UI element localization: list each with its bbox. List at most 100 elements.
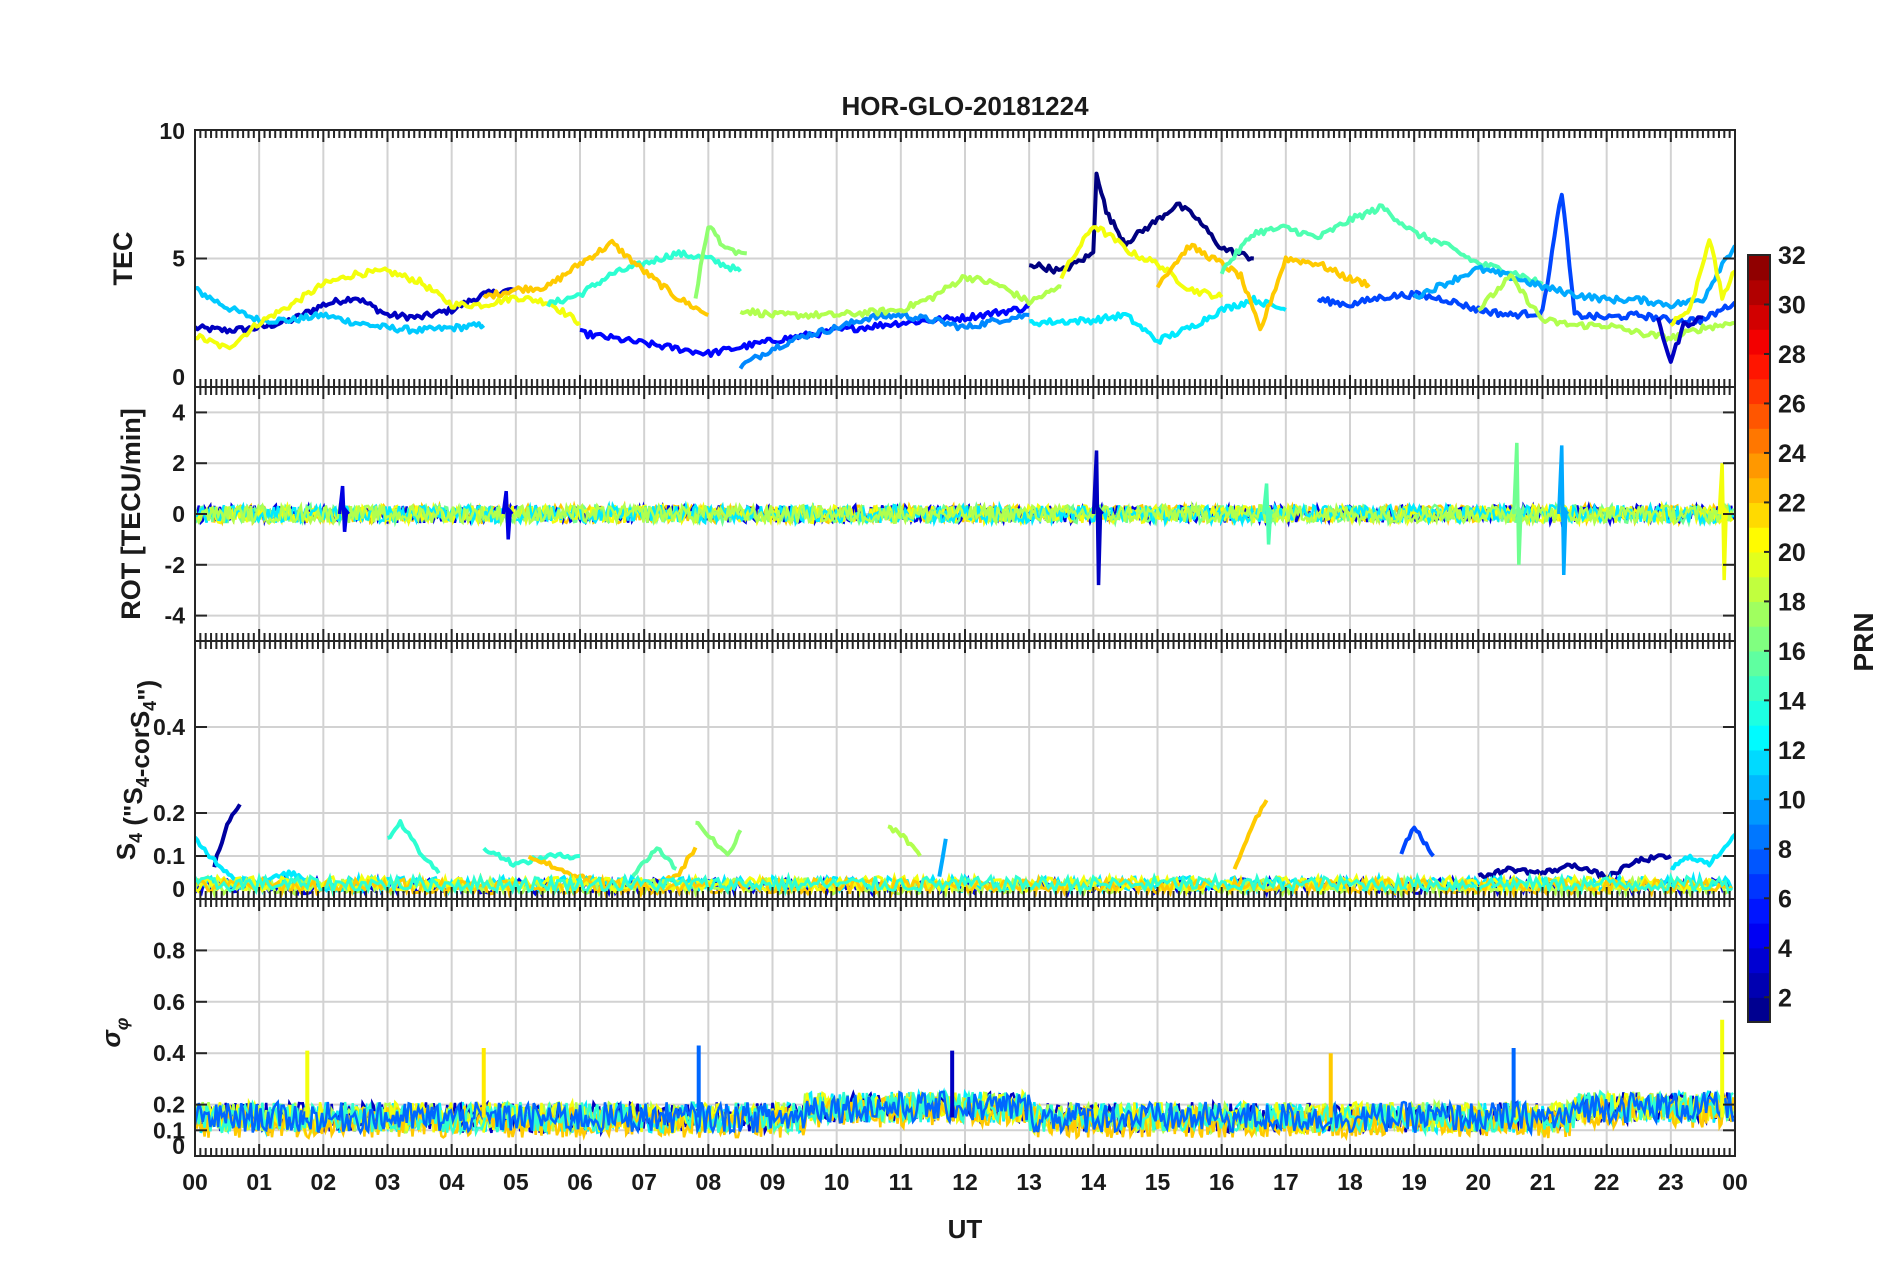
tec-series-prn-18-8 (739, 274, 1062, 320)
colorbar-segment (1748, 749, 1770, 776)
x-tick-label: 03 (375, 1169, 401, 1195)
colorbar-segment (1748, 848, 1770, 875)
x-tick-label: 10 (824, 1169, 850, 1195)
s4-series-prn-10-8 (937, 838, 948, 877)
colorbar-tick-label: 26 (1778, 390, 1806, 418)
y-tick-label-tec: 0 (172, 364, 185, 390)
colorbar-segment (1748, 576, 1770, 602)
colorbar-segment (1748, 279, 1770, 306)
x-tick-label: 11 (889, 1169, 914, 1195)
tec-series-prn-22-12 (1155, 242, 1371, 332)
y-tick-label-rot: -2 (165, 552, 185, 578)
tec-series-prn-14-3 (546, 249, 742, 308)
rot-spike-2 (1091, 450, 1104, 586)
colorbar-tick-label: 20 (1778, 539, 1806, 567)
x-tick-label: 05 (503, 1169, 529, 1195)
x-tick-label: 18 (1337, 1169, 1363, 1195)
colorbar-segment (1748, 477, 1770, 504)
x-tick-label: 19 (1401, 1169, 1427, 1195)
colorbar-tick-label: 10 (1778, 786, 1806, 814)
y-tick-label-s4: 0.4 (153, 714, 185, 740)
colorbar-tick-label: 32 (1778, 242, 1806, 270)
y-tick-label-s4: 0 (172, 876, 185, 902)
s4-series-prn-14-2 (387, 819, 441, 875)
rot-spike-6 (1717, 463, 1730, 581)
colorbar-segment (1748, 873, 1770, 899)
plot-area-tec (195, 171, 1735, 370)
x-tick-label: 16 (1209, 1169, 1235, 1195)
y-axis-label-sigma: σφ (96, 1017, 132, 1047)
colorbar-segment (1748, 551, 1770, 578)
colorbar-segment (1748, 700, 1770, 726)
y-tick-label-sigma: 0.4 (153, 1040, 185, 1066)
x-tick-label: 04 (439, 1169, 465, 1195)
tec-series-prn-5-6 (579, 303, 1031, 358)
rot-spike-1 (501, 490, 514, 540)
x-minor-ticks-s4 (194, 641, 1736, 899)
y-tick-label-rot: 0 (172, 501, 185, 527)
colorbar-tick-label: 4 (1778, 935, 1792, 963)
y-axis-label-rot: ROT [TECU/min] (116, 408, 146, 619)
y-tick-label-sigma: 0.8 (153, 937, 185, 963)
colorbar-tick-label: 30 (1778, 291, 1806, 319)
tec-series-prn-7-14 (1316, 192, 1735, 326)
x-tick-label: 23 (1658, 1169, 1684, 1195)
x-tick-label: 09 (760, 1169, 786, 1195)
x-tick-label: 08 (696, 1169, 722, 1195)
colorbar-segment (1748, 626, 1770, 652)
rot-spike-5 (1557, 445, 1570, 576)
plot-area-rot (195, 442, 1735, 586)
colorbar-tick-label: 14 (1778, 687, 1806, 715)
x-tick-label: 13 (1016, 1169, 1042, 1195)
colorbar-segment (1748, 601, 1770, 627)
s4-series-prn-17-5 (695, 820, 743, 857)
y-tick-label-tec: 10 (159, 118, 185, 144)
y-tick-label-sigma: 0.2 (153, 1092, 185, 1118)
colorbar-tick-label: 18 (1778, 588, 1806, 616)
panel-s4: 0 0.1 0.2 0.4S4 ("S4-corS4") (111, 640, 1736, 902)
tec-series-prn-20-2 (195, 266, 581, 351)
colorbar-segment (1748, 675, 1770, 701)
tec-series-prn-20-17 (1669, 238, 1735, 327)
x-tick-label: 12 (952, 1169, 978, 1195)
colorbar-segment (1748, 947, 1770, 974)
panel-sigma: 00.10.2 0.4 0.6 0.8 σφ (96, 898, 1736, 1159)
colorbar-segment (1748, 502, 1770, 528)
colorbar-segment (1748, 799, 1770, 825)
panel-rot: -4 -2 0 2 4 ROT [TECU/min] (116, 386, 1736, 642)
tec-series-prn-10-15 (1412, 244, 1735, 310)
y-tick-label-sigma: 0 (172, 1133, 185, 1159)
tec-series-prn-9-7 (738, 311, 1030, 370)
colorbar-segment (1748, 304, 1770, 330)
y-tick-label-sigma: 0.6 (153, 989, 185, 1015)
x-tick-label: 02 (311, 1169, 337, 1195)
tec-series-prn-22-4 (482, 238, 709, 317)
colorbar-segment (1748, 725, 1770, 751)
colorbar-segment (1748, 452, 1770, 479)
colorbar-frame (1747, 254, 1771, 1023)
x-tick-label: 17 (1273, 1169, 1299, 1195)
rot-spike-4 (1512, 442, 1525, 565)
colorbar-tick-label: 12 (1778, 737, 1806, 765)
rot-spike-3 (1261, 483, 1274, 545)
tec-series-prn-17-5 (693, 225, 748, 299)
colorbar-segment (1748, 353, 1770, 380)
colorbar-segment (1748, 972, 1770, 998)
x-tick-label: 22 (1594, 1169, 1620, 1195)
colorbar-tick-label: 22 (1778, 489, 1806, 517)
y-tick-label-sigma: 0.1 (153, 1117, 185, 1143)
s4-series-prn-12-12 (1670, 833, 1735, 871)
y-ticks-sigma (195, 949, 1735, 1157)
s4-series-prn-22-9 (1232, 799, 1269, 870)
colorbar-segment (1748, 527, 1770, 553)
plot-area-s4 (195, 799, 1735, 899)
tec-series-prn-3-18 (1656, 315, 1704, 364)
colorbar-segment (1748, 378, 1770, 405)
x-tick-label: 06 (567, 1169, 593, 1195)
x-tick-label: 01 (246, 1169, 272, 1195)
y-tick-label-rot: 2 (172, 450, 185, 476)
colorbar-tick-label: 8 (1778, 836, 1792, 864)
colorbar-segment (1748, 923, 1770, 949)
